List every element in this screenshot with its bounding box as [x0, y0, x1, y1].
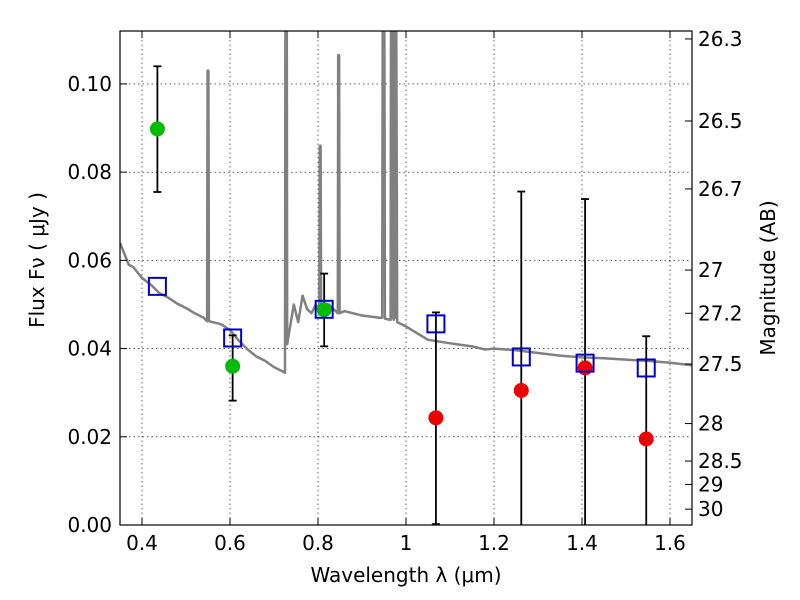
right-tick-label: 27 — [698, 258, 723, 282]
model-square-marker — [223, 328, 243, 348]
x-tick-label: 1.2 — [478, 531, 510, 555]
x-tick-label: 1 — [400, 531, 413, 555]
non-detections-point — [513, 382, 529, 398]
right-tick-label: 28 — [698, 412, 723, 436]
y-tick-label: 0.04 — [67, 337, 112, 361]
model-square-marker — [314, 299, 334, 319]
axis-ticks: 0.4 0.6 0.8 1 1.2 1.4 1.6 0.00 0.02 0.04 0.06 0.08 0… — [67, 27, 742, 555]
spectrum-line — [120, 31, 692, 375]
x-tick-label: 0.6 — [214, 531, 246, 555]
y-axis-title: Flux Fν ( μJy ) — [25, 192, 49, 328]
error-bars — [153, 65, 651, 526]
gridlines — [120, 31, 692, 525]
y-tick-label: 0.02 — [67, 425, 112, 449]
model-spectrum — [120, 31, 692, 375]
right-tick-label: 27.2 — [698, 301, 743, 325]
right-axis-title: Magnitude (AB) — [756, 200, 780, 355]
right-tick-label: 26.3 — [698, 27, 743, 51]
y-tick-label: 0.06 — [67, 248, 112, 272]
right-tick-label: 28.5 — [698, 449, 743, 473]
non-detections-point — [428, 410, 444, 426]
right-tick-label: 26.5 — [698, 109, 743, 133]
right-tick-label: 29 — [698, 472, 723, 496]
detections-point — [225, 358, 241, 374]
model-square-marker — [575, 353, 595, 373]
x-axis-title: Wavelength λ (μm) — [310, 563, 501, 587]
x-tick-label: 1.4 — [566, 531, 598, 555]
data-markers — [147, 121, 656, 447]
right-tick-label: 30 — [698, 497, 723, 521]
x-tick-label: 0.8 — [302, 531, 334, 555]
x-tick-label: 1.6 — [654, 531, 686, 555]
non-detections-point — [577, 360, 593, 376]
y-tick-label: 0.00 — [67, 513, 112, 537]
model-square-marker — [636, 358, 656, 378]
right-tick-label: 26.7 — [698, 177, 743, 201]
non-detections-point — [638, 431, 654, 447]
model-square-marker — [511, 347, 531, 367]
y-tick-label: 0.08 — [67, 160, 112, 184]
y-tick-label: 0.10 — [67, 72, 112, 96]
detections-point — [316, 302, 332, 318]
model-square-marker — [147, 276, 167, 296]
right-tick-label: 27.5 — [698, 352, 743, 376]
model-square-marker — [426, 314, 446, 334]
detections-point — [149, 121, 165, 137]
x-tick-label: 0.4 — [126, 531, 158, 555]
